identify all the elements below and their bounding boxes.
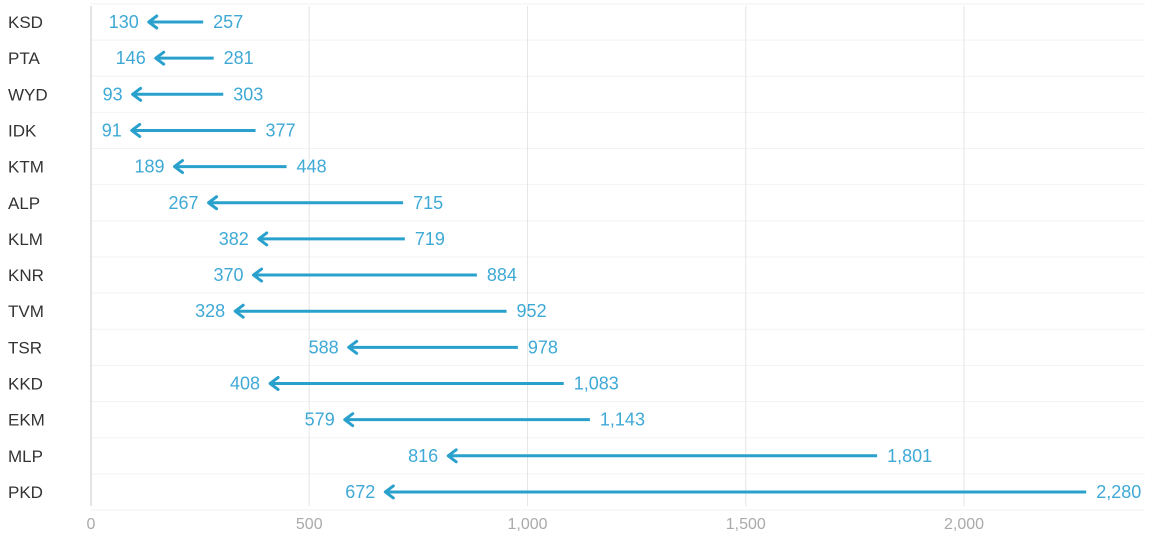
x-tick-label: 1,000 [507, 516, 547, 533]
chart-row: PKD 2,280 672 [8, 482, 1141, 502]
category-label: KLM [8, 230, 43, 249]
chart-row: IDK 377 91 [8, 120, 296, 140]
category-label: KKD [8, 375, 43, 394]
start-value-label: 1,801 [887, 446, 932, 466]
category-label: KTM [8, 158, 44, 177]
chart-row: WYD 303 93 [8, 84, 263, 104]
chart-row: PTA 281 146 [8, 48, 254, 68]
end-value-label: 267 [168, 193, 198, 213]
category-label: WYD [8, 85, 48, 104]
chart-row: KSD 257 130 [8, 12, 243, 32]
category-label: MLP [8, 447, 43, 466]
category-label: TSR [8, 338, 42, 357]
end-value-label: 93 [103, 84, 123, 104]
end-value-label: 579 [305, 410, 335, 430]
chart-row: EKM 1,143 579 [8, 410, 645, 430]
chart-row: ALP 715 267 [8, 193, 443, 213]
x-tick-label: 0 [87, 516, 96, 533]
chart-row: KTM 448 189 [8, 157, 327, 177]
end-value-label: 382 [219, 229, 249, 249]
arrow-head [252, 267, 264, 283]
arrow-head [154, 50, 166, 66]
end-value-label: 672 [345, 482, 375, 502]
chart-row: TVM 952 328 [8, 301, 547, 321]
category-label: ALP [8, 194, 40, 213]
end-value-label: 189 [134, 157, 164, 177]
arrow-head [207, 195, 219, 211]
end-value-label: 370 [213, 265, 243, 285]
arrow-head [446, 448, 458, 464]
category-label: EKM [8, 411, 45, 430]
start-value-label: 257 [213, 12, 243, 32]
arrow-head [347, 339, 359, 355]
x-tick-label: 500 [296, 516, 323, 533]
arrow-head [147, 14, 159, 30]
end-value-label: 328 [195, 301, 225, 321]
start-value-label: 1,143 [600, 410, 645, 430]
start-value-label: 448 [297, 157, 327, 177]
chart-row: KLM 719 382 [8, 229, 445, 249]
start-value-label: 281 [224, 48, 254, 68]
end-value-label: 816 [408, 446, 438, 466]
arrow-head [131, 86, 143, 102]
category-label: IDK [8, 121, 37, 140]
start-value-label: 884 [487, 265, 517, 285]
start-value-label: 978 [528, 337, 558, 357]
start-value-label: 719 [415, 229, 445, 249]
chart-row: KNR 884 370 [8, 265, 517, 285]
arrow-head [383, 484, 395, 500]
end-value-label: 91 [102, 120, 122, 140]
start-value-label: 2,280 [1096, 482, 1141, 502]
arrow-head [343, 412, 355, 428]
x-tick-label: 2,000 [944, 516, 984, 533]
arrow-head [257, 231, 269, 247]
category-label: KNR [8, 266, 44, 285]
category-label: TVM [8, 302, 44, 321]
rows-layer: KSD 257 130 PTA 281 146 WYD 303 93 IDK 377 91 KTM 448… [8, 12, 1141, 502]
x-axis: 0 500 1,000 1,500 2,000 [87, 516, 985, 533]
grid-layer [90, 3, 1145, 511]
category-label: KSD [8, 13, 43, 32]
arrow-head [172, 159, 184, 175]
chart-row: MLP 1,801 816 [8, 446, 932, 466]
start-value-label: 303 [233, 84, 263, 104]
start-value-label: 1,083 [574, 374, 619, 394]
end-value-label: 588 [309, 337, 339, 357]
chart-row: KKD 1,083 408 [8, 374, 619, 394]
start-value-label: 715 [413, 193, 443, 213]
arrow-head [130, 122, 142, 138]
end-value-label: 130 [109, 12, 139, 32]
end-value-label: 146 [116, 48, 146, 68]
arrow-head [268, 376, 280, 391]
end-value-label: 408 [230, 374, 260, 394]
chart-row: TSR 978 588 [8, 337, 558, 357]
x-tick-label: 1,500 [726, 516, 766, 533]
category-label: PKD [8, 483, 43, 502]
arrow-head [233, 303, 245, 319]
start-value-label: 952 [517, 301, 547, 321]
start-value-label: 377 [266, 120, 296, 140]
category-label: PTA [8, 49, 40, 68]
